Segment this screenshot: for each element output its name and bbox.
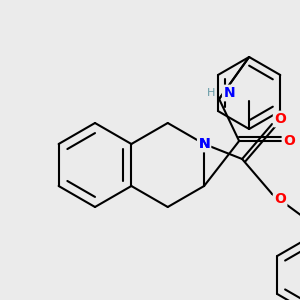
Text: O: O	[283, 134, 295, 148]
Text: O: O	[274, 112, 286, 126]
Text: N: N	[198, 137, 210, 151]
Text: H: H	[207, 88, 215, 98]
Text: N: N	[223, 86, 235, 100]
Text: N: N	[198, 137, 210, 151]
Text: O: O	[274, 192, 286, 206]
